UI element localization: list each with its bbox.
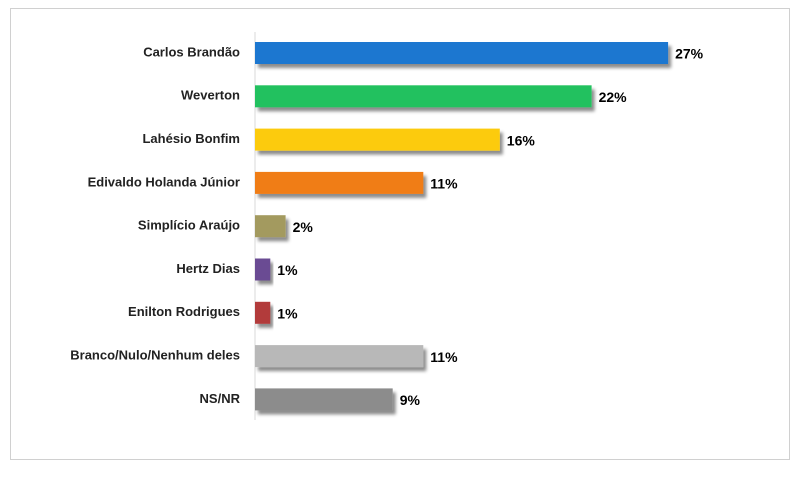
category-label: Simplício Araújo — [138, 218, 240, 233]
bar — [255, 215, 286, 238]
value-label: 1% — [277, 262, 298, 278]
value-label: 27% — [675, 46, 704, 62]
category-label: Weverton — [181, 88, 240, 103]
category-label: Hertz Dias — [176, 261, 240, 276]
bar — [255, 42, 669, 64]
value-label: 11% — [430, 349, 458, 365]
category-label: NS/NR — [200, 391, 241, 406]
bar — [255, 128, 500, 151]
value-label: 11% — [430, 176, 458, 192]
category-label: Lahésio Bonfim — [142, 131, 240, 146]
bar — [255, 258, 271, 281]
value-label: 16% — [507, 132, 536, 148]
bar — [255, 171, 424, 194]
value-label: 9% — [400, 392, 421, 408]
value-label: 2% — [293, 219, 314, 235]
category-label: Branco/Nulo/Nenhum deles — [70, 348, 240, 363]
bar — [255, 301, 271, 324]
bar — [255, 388, 393, 411]
value-label: 1% — [277, 306, 298, 322]
category-label: Carlos Brandão — [143, 44, 240, 59]
value-label: 22% — [599, 89, 628, 105]
chart-frame — [10, 8, 790, 460]
bar — [255, 85, 592, 108]
category-label: Edivaldo Holanda Júnior — [88, 174, 240, 189]
category-label: Enilton Rodrigues — [128, 304, 240, 319]
bar — [255, 345, 424, 368]
